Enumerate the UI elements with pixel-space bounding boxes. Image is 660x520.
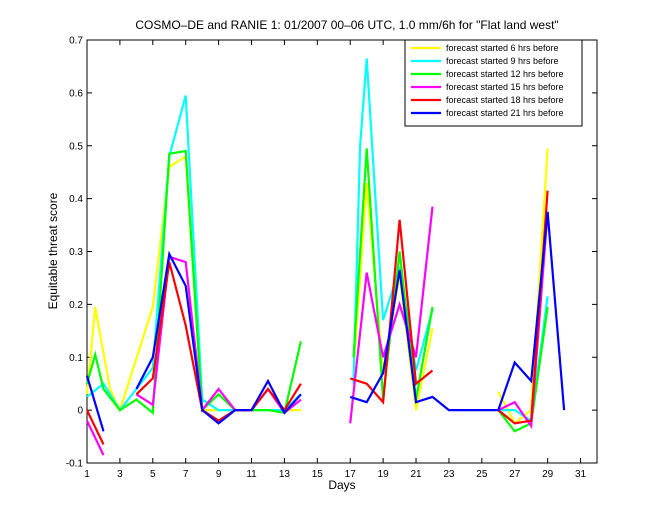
chart-title: COSMO–DE and RANIE 1: 01/2007 00–06 UTC,… (135, 18, 558, 32)
y-tick-label: 0.4 (69, 194, 83, 205)
legend-entry: forecast started 6 hrs before (446, 43, 559, 53)
y-tick-label: 0.5 (69, 141, 83, 152)
x-tick-label: 29 (542, 469, 554, 480)
legend-entry: forecast started 18 hrs before (446, 95, 564, 105)
y-tick-label: -0.1 (66, 459, 84, 470)
legend-entry: forecast started 12 hrs before (446, 69, 564, 79)
y-tick-label: 0.2 (69, 300, 83, 311)
x-axis: 1 3 5 7 9 11 13 15 17 19 21 23 25 27 29 31 (84, 40, 587, 480)
x-tick-label: 27 (509, 469, 521, 480)
x-tick-label: 31 (575, 469, 587, 480)
x-tick-label: 25 (476, 469, 488, 480)
y-tick-label: 0 (77, 406, 83, 417)
legend-entry: forecast started 15 hrs before (446, 82, 564, 92)
x-tick-label: 15 (312, 469, 324, 480)
series-line (85, 211, 566, 432)
series-lines (85, 58, 566, 456)
x-tick-label: 11 (246, 469, 257, 480)
y-tick-label: 0.7 (69, 36, 83, 47)
x-tick-label: 19 (378, 469, 390, 480)
x-tick-label: 1 (84, 469, 90, 480)
x-tick-label: 17 (345, 469, 357, 480)
legend-entry: forecast started 21 hrs before (446, 108, 564, 118)
x-tick-label: 13 (279, 469, 291, 480)
series-line (86, 190, 549, 445)
x-tick-label: 5 (150, 469, 156, 480)
x-axis-title: Days (328, 478, 355, 492)
y-tick-label: 0.3 (69, 247, 83, 258)
y-tick-label: 0.1 (69, 353, 83, 364)
legend: forecast started 6 hrs before forecast st… (404, 39, 583, 127)
y-tick-label: 0.6 (69, 88, 83, 99)
y-axis-title: Equitable threat score (46, 192, 60, 309)
series-line (86, 206, 549, 456)
legend-entry: forecast started 9 hrs before (446, 56, 559, 66)
x-tick-label: 9 (216, 469, 222, 480)
x-tick-label: 3 (117, 469, 123, 480)
x-tick-label: 7 (183, 469, 189, 480)
legend-box (404, 39, 583, 127)
x-tick-label: 23 (443, 469, 455, 480)
x-tick-label: 21 (410, 469, 422, 480)
